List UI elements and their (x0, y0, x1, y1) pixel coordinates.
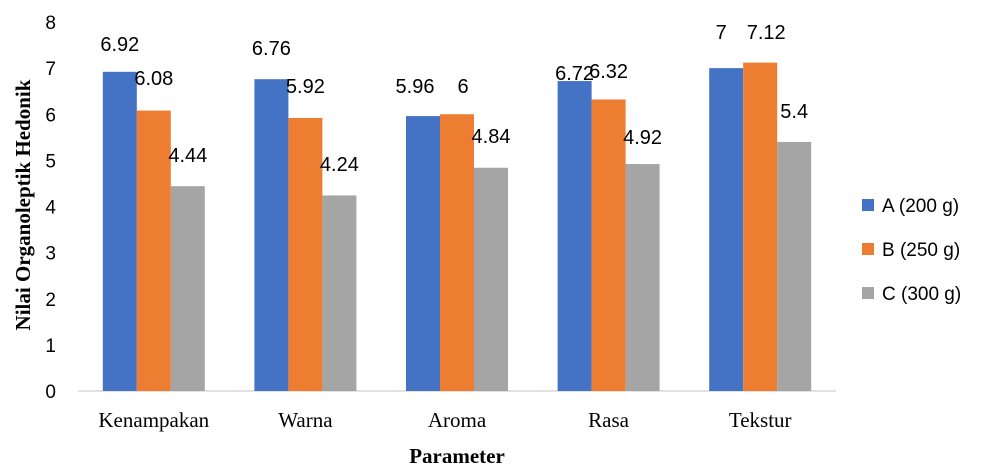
bar (322, 195, 357, 391)
y-tick-label: 7 (45, 59, 56, 80)
y-tick-label: 0 (45, 382, 56, 403)
bars-group (102, 62, 812, 392)
data-label: 5.92 (286, 76, 325, 98)
y-axis-ticks: 0 1 2 3 4 5 6 7 8 (45, 13, 56, 403)
y-tick-label: 6 (45, 105, 56, 126)
data-label: 5.96 (396, 76, 435, 98)
bar (591, 99, 626, 392)
bar (170, 186, 205, 391)
data-label: 7 (716, 22, 727, 44)
legend-label: B (250 g) (882, 240, 960, 261)
y-axis-title: Nilai Organoleptik Hedonik (11, 79, 35, 330)
bar (625, 164, 660, 391)
category-label: Tekstur (729, 408, 792, 432)
data-label: 6.32 (589, 61, 628, 83)
bar (709, 68, 744, 391)
data-label: 6.76 (252, 38, 291, 60)
bar (406, 116, 440, 391)
bar (136, 110, 171, 391)
y-tick-label: 8 (45, 13, 56, 34)
category-labels-group: Kenampakan Warna Aroma Rasa Tekstur (98, 408, 791, 432)
category-label: Warna (278, 408, 333, 432)
data-label: 4.92 (623, 127, 662, 149)
data-label: 7.12 (747, 22, 786, 44)
legend-swatch (862, 243, 874, 255)
y-tick-label: 1 (45, 336, 56, 357)
bar (474, 167, 508, 391)
legend-swatch (862, 287, 874, 299)
data-label: 5.4 (780, 101, 808, 123)
y-tick-label: 2 (45, 290, 56, 311)
data-label: 4.24 (320, 154, 359, 176)
bar (254, 79, 289, 391)
legend: A (200 g) B (250 g) C (300 g) (862, 196, 961, 305)
category-label: Rasa (588, 408, 630, 432)
bar (440, 114, 474, 391)
category-label: Kenampakan (98, 408, 209, 432)
bar (288, 117, 323, 391)
data-labels-group: 6.92 6.08 4.44 6.76 5.92 4.24 5.96 6 4.84 6.726.3… (100, 22, 808, 176)
bar (102, 71, 137, 391)
data-label: 6.72 (555, 63, 594, 85)
data-label: 4.44 (168, 145, 207, 167)
x-axis-title: Parameter (409, 444, 505, 468)
y-tick-label: 3 (45, 244, 56, 265)
data-label: 6.08 (134, 68, 173, 90)
bar (743, 62, 778, 392)
legend-swatch (862, 199, 874, 211)
bar (557, 81, 592, 391)
y-tick-label: 4 (45, 198, 56, 219)
legend-label: C (300 g) (882, 284, 961, 305)
data-label: 6.92 (100, 34, 139, 56)
category-label: Aroma (428, 408, 487, 432)
bar (777, 141, 812, 391)
data-label: 4.84 (472, 126, 511, 148)
y-tick-label: 5 (45, 151, 56, 172)
data-label: 6 (457, 76, 468, 98)
legend-label: A (200 g) (882, 196, 959, 217)
